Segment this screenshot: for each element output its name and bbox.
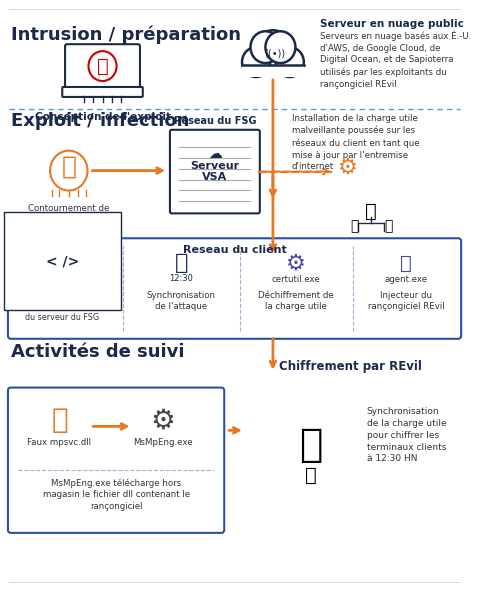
- Text: MsMpEng.exe: MsMpEng.exe: [132, 438, 192, 447]
- Circle shape: [276, 47, 304, 77]
- Text: Conception de l'exploit: Conception de l'exploit: [34, 112, 170, 122]
- Circle shape: [50, 151, 88, 190]
- Text: Injecteur du
rançongiciel REvil: Injecteur du rançongiciel REvil: [368, 291, 444, 311]
- Text: 📁: 📁: [299, 426, 322, 465]
- Text: 💀: 💀: [61, 155, 76, 178]
- Text: Chiffrement par REvil: Chiffrement par REvil: [279, 360, 422, 373]
- Text: Contournement de
l'authentification par
l'exploit du jour zéro: Contournement de l'authentification par …: [24, 204, 114, 238]
- Text: 🖥: 🖥: [384, 219, 392, 233]
- Bar: [242, 65, 304, 77]
- Text: 🐛: 🐛: [51, 407, 68, 434]
- Text: MsMpEng.exe télécharge hors
magasin le fichier dll contenant le
rançongiciel: MsMpEng.exe télécharge hors magasin le f…: [42, 478, 190, 511]
- Text: ⌚: ⌚: [174, 253, 188, 273]
- Text: 🔫: 🔫: [400, 254, 412, 272]
- Text: Serveur
VSA: Serveur VSA: [190, 161, 240, 183]
- Text: certutil.exe: certutil.exe: [272, 275, 321, 284]
- Circle shape: [89, 51, 117, 81]
- Text: Faux mpsvc.dll: Faux mpsvc.dll: [27, 438, 92, 447]
- FancyBboxPatch shape: [170, 130, 260, 213]
- FancyBboxPatch shape: [62, 87, 143, 97]
- Circle shape: [252, 30, 293, 74]
- Text: < />: < />: [46, 254, 79, 268]
- Circle shape: [265, 31, 295, 63]
- Text: ☁: ☁: [208, 147, 222, 161]
- FancyBboxPatch shape: [65, 44, 140, 92]
- Text: Script
PowerShell: Script PowerShell: [39, 276, 86, 296]
- Text: 🔒: 🔒: [304, 466, 316, 485]
- Text: ((•)): ((•)): [264, 48, 285, 58]
- Text: Réseau du FSG: Réseau du FSG: [174, 116, 256, 126]
- Text: Commandes
envoyées a partir
du serveur du FSG: Commandes envoyées a partir du serveur d…: [25, 290, 99, 322]
- Text: 🐛: 🐛: [97, 57, 109, 76]
- Text: Serveur en nuage public: Serveur en nuage public: [320, 20, 464, 30]
- Text: Intrusion / préparation: Intrusion / préparation: [11, 25, 241, 44]
- Text: Reseau du client: Reseau du client: [183, 245, 286, 255]
- FancyBboxPatch shape: [8, 388, 224, 533]
- Text: 🖥: 🖥: [350, 219, 359, 233]
- Circle shape: [250, 31, 280, 63]
- Text: ⚙: ⚙: [286, 253, 306, 273]
- Text: 🖥: 🖥: [366, 202, 377, 221]
- Text: agent.exe: agent.exe: [384, 275, 427, 284]
- Text: ⚙: ⚙: [338, 158, 358, 178]
- Text: Activités de suivi: Activités de suivi: [11, 343, 184, 361]
- Text: Synchronisation
de l'attaque: Synchronisation de l'attaque: [147, 291, 216, 311]
- Text: ⚙: ⚙: [150, 407, 175, 434]
- Text: Serveurs en nuage basés aux É.-U.
d'AWS, de Google Cloud, de
Digital Ocean, et d: Serveurs en nuage basés aux É.-U. d'AWS,…: [320, 30, 471, 89]
- Text: Installation de la charge utile
malveillante poussée sur les
réseaux du client e: Installation de la charge utile malveill…: [292, 114, 419, 171]
- Text: Déchiffrement de
la charge utile: Déchiffrement de la charge utile: [258, 291, 334, 311]
- FancyBboxPatch shape: [8, 238, 461, 339]
- Text: 12:30: 12:30: [169, 274, 193, 282]
- Text: Exploit / infection: Exploit / infection: [11, 112, 189, 130]
- Text: Synchronisation
de la charge utile
pour chiffrer les
terminaux clients
à 12:30 H: Synchronisation de la charge utile pour …: [367, 407, 446, 463]
- Circle shape: [242, 47, 270, 77]
